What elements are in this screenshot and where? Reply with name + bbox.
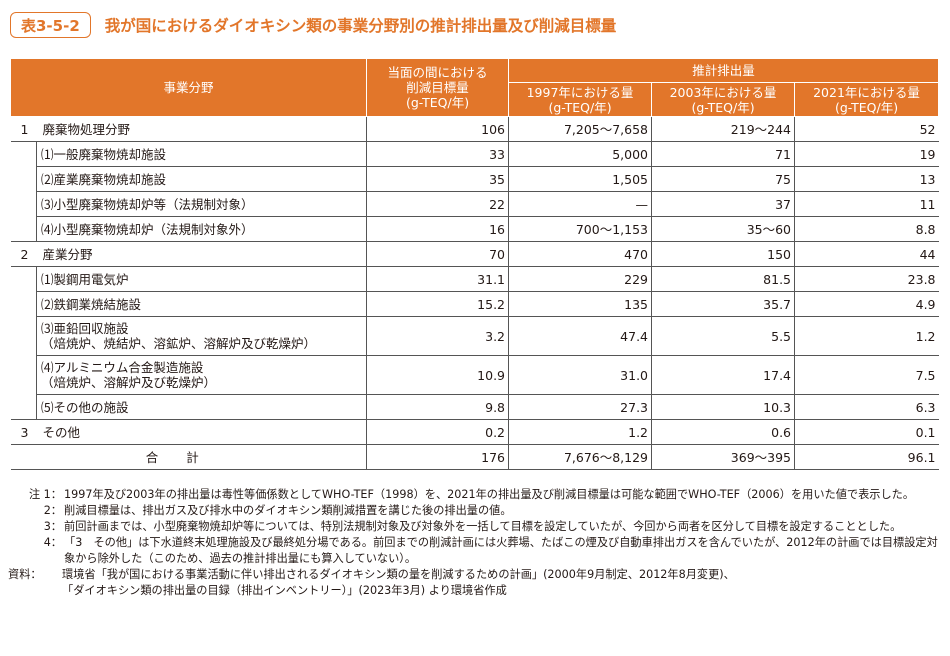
note-item: 4： 「3 その他」は下水道終末処理施設及び最終処分場である。前回までの削減計画に… <box>43 536 938 565</box>
row-label: ⑵産業廃棄物焼却施設 <box>35 166 367 192</box>
header-estimated: 推計排出量 <box>508 58 940 83</box>
row-label: ⑴製鋼用電気炉 <box>35 266 367 292</box>
notes: 注 1： 1997年及び2003年の排出量は毒性等価係数としてWHO-TEF（19… <box>8 487 940 599</box>
table-row: ⑴製鋼用電気炉 31.1 229 81.5 23.8 <box>11 266 939 292</box>
row-label: ⑵鉄鋼業焼結施設 <box>35 291 367 317</box>
table-row: ⑶小型廃棄物焼却炉等（法規制対象） 22 — 37 11 <box>11 191 939 217</box>
note-item: 3： 前回計画までは、小型廃棄物焼却炉等については、特別法規制対象及び対象外を一括… <box>43 520 902 533</box>
row-label: ⑴一般廃棄物焼却施設 <box>35 141 367 167</box>
table-row: ⑴一般廃棄物焼却施設 33 5,000 71 19 <box>11 141 939 167</box>
table-row: ⑶亜鉛回収施設 （焙焼炉、焼結炉、溶鉱炉、溶解炉及び乾燥炉） 3.2 47.4 5… <box>11 316 939 356</box>
row-label: ⑷小型廃棄物焼却炉（法規制対象外） <box>35 216 367 242</box>
note-item: 注 1： 1997年及び2003年の排出量は毒性等価係数としてWHO-TEF（19… <box>28 488 915 501</box>
table-row: ⑵鉄鋼業焼結施設 15.2 135 35.7 4.9 <box>11 291 939 317</box>
row-label: 3 その他 <box>10 419 367 445</box>
table-row: ⑸その他の施設 9.8 27.3 10.3 6.3 <box>10 394 939 420</box>
table-heading: 我が国におけるダイオキシン類の事業分野別の推計排出量及び削減目標量 <box>104 17 617 35</box>
row-label: 1 廃棄物処理分野 <box>10 116 367 142</box>
row-label: ⑷アルミニウム合金製造施設 （焙焼炉、溶解炉及び乾燥炉） <box>35 355 367 395</box>
header-1997: 1997年における量 (g-TEQ/年) <box>508 82 653 117</box>
total-label: 合計 <box>10 444 367 470</box>
note-item: 2： 削減目標量は、排出ガス及び排水中のダイオキシン類削減措置を講じた後の排出量の… <box>43 504 512 517</box>
header-field: 事業分野 <box>9 58 368 117</box>
table-row: 2 産業分野 70 470 150 44 <box>10 241 939 267</box>
table-row: ⑷アルミニウム合金製造施設 （焙焼炉、溶解炉及び乾燥炉） 10.9 31.0 17… <box>11 355 939 395</box>
header-target: 当面の間における 削減目標量 (g-TEQ/年) <box>366 58 510 117</box>
table-number: 表3-5-2 <box>10 12 91 38</box>
header-2003: 2003年における量 (g-TEQ/年) <box>651 82 796 117</box>
total-row: 合計 176 7,676～8,129 369～395 96.1 <box>10 444 939 470</box>
row-label: 2 産業分野 <box>10 241 367 267</box>
source: 資料： 環境省「我が国における事業活動に伴い排出されるダイオキシン類の量を削減す… <box>8 568 735 597</box>
table-row: ⑷小型廃棄物焼却炉（法規制対象外） 16 700～1,153 35～60 8.8 <box>10 216 939 242</box>
row-label: ⑶亜鉛回収施設 （焙焼炉、焼結炉、溶鉱炉、溶解炉及び乾燥炉） <box>35 316 367 356</box>
table-row: 3 その他 0.2 1.2 0.6 0.1 <box>10 419 939 445</box>
emissions-table: 事業分野 当面の間における 削減目標量 (g-TEQ/年) 推計排出量 1997… <box>9 58 940 470</box>
table-row: ⑵産業廃棄物焼却施設 35 1,505 75 13 <box>11 166 939 192</box>
row-label: ⑸その他の施設 <box>35 394 367 420</box>
row-label: ⑶小型廃棄物焼却炉等（法規制対象） <box>35 191 367 217</box>
table-title: 表3-5-2 我が国におけるダイオキシン類の事業分野別の推計排出量及び削減目標量 <box>10 10 616 40</box>
table-row: 1 廃棄物処理分野 106 7,205～7,658 219～244 52 <box>10 116 939 142</box>
header-2021: 2021年における量 (g-TEQ/年) <box>794 82 940 117</box>
